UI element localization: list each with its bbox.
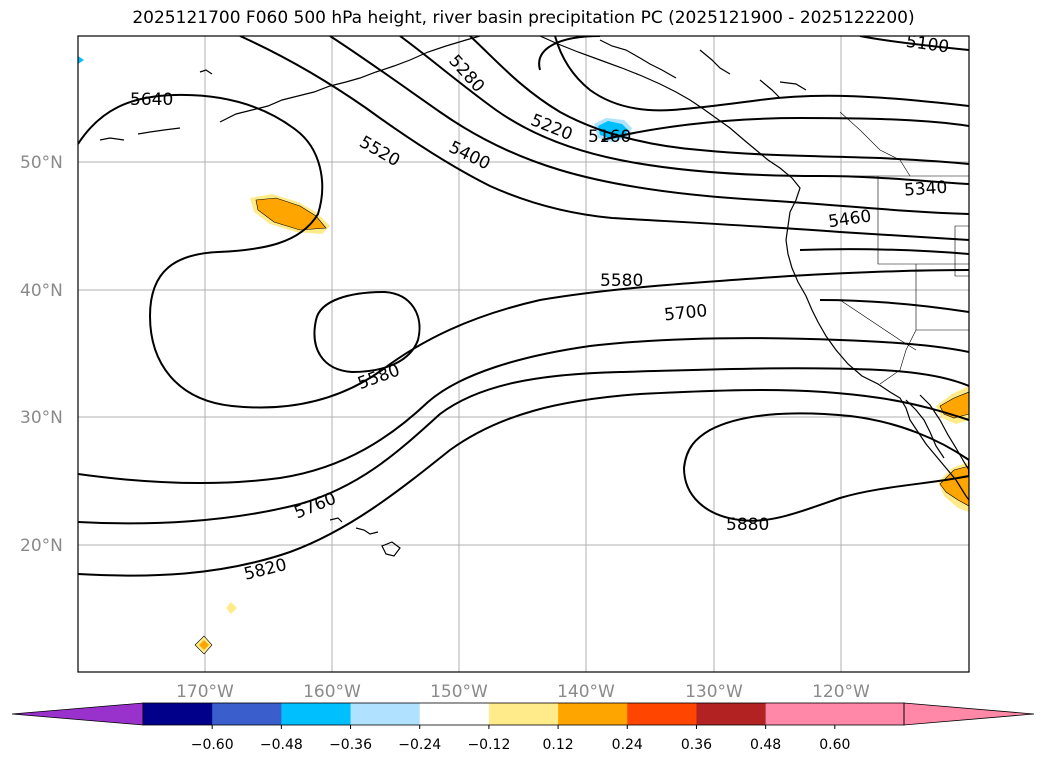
graticule bbox=[78, 36, 969, 672]
colorbar-segment bbox=[627, 703, 697, 725]
contour-label: 5100 bbox=[905, 32, 951, 58]
lat-label-30n: 30°N bbox=[20, 408, 63, 428]
map-frame bbox=[77, 35, 970, 673]
colorbar-segment bbox=[696, 703, 767, 725]
lat-label-50n: 50°N bbox=[20, 153, 63, 173]
lon-label-170w: 170°W bbox=[176, 682, 234, 702]
contour-line bbox=[759, 94, 969, 107]
colorbar-tick-label: −0.36 bbox=[329, 737, 372, 753]
height-contours bbox=[78, 36, 969, 577]
lon-label-140w: 140°W bbox=[557, 682, 615, 702]
colorbar-tick-label: −0.48 bbox=[260, 737, 303, 753]
coastlines bbox=[99, 36, 969, 557]
colorbar-segment bbox=[350, 703, 421, 725]
contour-label: 5580 bbox=[600, 271, 643, 291]
colorbar-tick-label: 0.12 bbox=[543, 737, 574, 753]
colorbar-segment bbox=[212, 703, 282, 725]
contour-line bbox=[78, 93, 969, 409]
contour-line bbox=[554, 36, 761, 112]
contour-line bbox=[682, 412, 969, 522]
map-panel bbox=[78, 36, 969, 672]
colorbar-segment bbox=[488, 703, 559, 725]
map-title: 2025121700 F060 500 hPa height, river ba… bbox=[132, 8, 915, 28]
colorbar-extend-right bbox=[903, 702, 1035, 726]
contour-line bbox=[239, 36, 969, 241]
lon-label-150w: 150°W bbox=[430, 682, 488, 702]
contour-label: 5640 bbox=[130, 90, 173, 110]
lon-label-130w: 130°W bbox=[685, 682, 743, 702]
contour-line bbox=[329, 36, 969, 215]
colorbar-tick-label: 0.36 bbox=[681, 737, 712, 753]
lat-label-40n: 40°N bbox=[20, 281, 63, 301]
contour-line bbox=[313, 290, 421, 374]
contour-line bbox=[859, 36, 969, 51]
contour-label: 5700 bbox=[663, 301, 708, 325]
colorbar-segment bbox=[765, 703, 836, 725]
colorbar: −0.60 −0.48 −0.36 −0.24 −0.12 0.12 0.24 0.36 0.4… bbox=[11, 702, 1035, 753]
colorbar-tick-label: −0.60 bbox=[191, 737, 234, 753]
colorbar-segment bbox=[281, 703, 352, 725]
colorbar-segment bbox=[419, 703, 490, 725]
colorbar-segment bbox=[558, 703, 628, 725]
colorbar-tick-label: 0.48 bbox=[750, 737, 781, 753]
contour-line bbox=[78, 389, 969, 577]
contour-line bbox=[469, 36, 969, 165]
contour-line bbox=[78, 337, 969, 484]
contour-line bbox=[78, 367, 969, 525]
colorbar-extend-left bbox=[11, 702, 144, 726]
longitude-labels: 170°W 160°W 150°W 140°W 130°W 120°W bbox=[176, 682, 870, 702]
contour-label: 5880 bbox=[726, 515, 769, 535]
latitude-labels: 50°N 40°N 30°N 20°N bbox=[20, 153, 63, 556]
colorbar-segment bbox=[143, 703, 213, 725]
colorbar-tick-label: 0.60 bbox=[819, 737, 850, 753]
colorbar-tick-label: −0.24 bbox=[398, 737, 441, 753]
colorbar-segment bbox=[834, 703, 905, 725]
contour-line bbox=[799, 248, 969, 255]
contour-label: 5340 bbox=[903, 178, 948, 201]
contour-label: 5160 bbox=[588, 127, 631, 147]
colorbar-tick-label: −0.12 bbox=[467, 737, 510, 753]
contour-line bbox=[819, 299, 969, 313]
lon-label-120w: 120°W bbox=[812, 682, 870, 702]
lat-label-20n: 20°N bbox=[20, 536, 63, 556]
lon-label-160w: 160°W bbox=[303, 682, 361, 702]
contour-line bbox=[399, 36, 969, 185]
colorbar-tick-label: 0.24 bbox=[612, 737, 643, 753]
